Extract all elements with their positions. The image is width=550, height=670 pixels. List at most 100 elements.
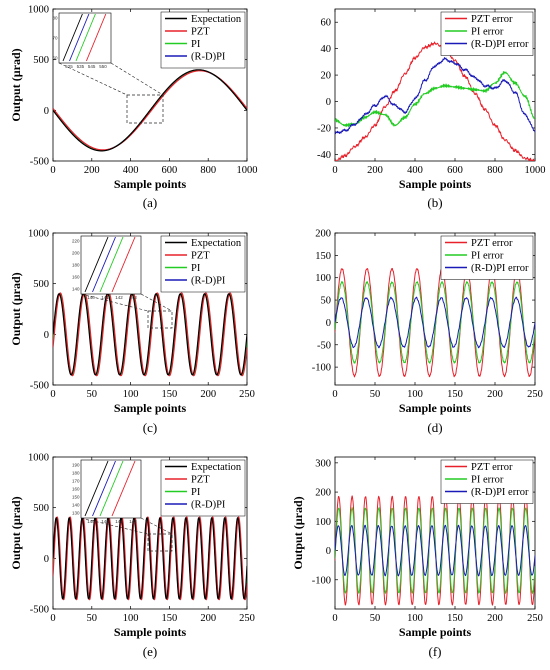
y-tick-label: 100 [315, 273, 331, 284]
x-tick-label: 150 [447, 389, 463, 400]
y-tick-label: 1000 [28, 229, 49, 240]
x-tick-label: 50 [370, 389, 381, 400]
series-group [335, 495, 535, 606]
series-line-pi-error [335, 71, 535, 128]
series-group [335, 41, 535, 161]
x-axis-label: Sample points [114, 401, 187, 415]
inset-y-tick: 220 [72, 239, 80, 244]
x-tick-label: 600 [447, 165, 463, 176]
x-axis-label: Sample points [114, 177, 187, 191]
zoom-connector [140, 517, 173, 535]
zoom-connector [58, 62, 128, 96]
inset-line [62, 13, 83, 62]
plot-frame [334, 456, 536, 610]
x-tick-label: 200 [487, 613, 503, 624]
panel-label: (d) [427, 420, 442, 435]
inset-x-tick: 142 [115, 519, 123, 524]
x-tick-label: 150 [162, 613, 178, 624]
legend-box [440, 459, 534, 504]
inset-y-tick: 150 [72, 495, 80, 500]
y-axis-label: Output (µrad) [291, 496, 305, 569]
y-tick-label: 500 [33, 279, 49, 290]
y-axis-label: Output (µrad) [9, 272, 23, 345]
y-tick-label: -500 [30, 605, 49, 616]
inset-line [111, 460, 136, 517]
inset-x-tick: 140 [87, 295, 95, 300]
legend-entry: (R-D)PI error [471, 487, 529, 498]
y-tick-label: -100 [312, 575, 331, 586]
y-tick-label: -40 [317, 150, 331, 161]
series-line-expectation [53, 69, 247, 152]
inset-x-tick: 141 [101, 519, 109, 524]
y-tick-label: 1000 [28, 453, 49, 464]
x-tick-label: 1000 [237, 165, 258, 176]
x-tick-label: 200 [367, 165, 383, 176]
y-tick-label: -100 [312, 363, 331, 374]
inset-y-tick: 160 [72, 487, 80, 492]
series-line--r-d-pi-error [335, 524, 535, 577]
x-tick-label: 800 [487, 165, 503, 176]
legend-entry: (R-D)PI [191, 500, 226, 511]
inset-x-tick: 143 [129, 519, 137, 524]
x-tick-label: 0 [332, 389, 337, 400]
inset-line [99, 236, 124, 293]
legend-entry: PI error [471, 475, 504, 486]
y-axis-label: Output (µrad) [9, 48, 23, 121]
legend-entry: (R-D)PI [191, 276, 226, 287]
x-tick-label: 0 [50, 165, 55, 176]
series-group [53, 292, 247, 377]
y-tick-label: 500 [33, 55, 49, 66]
x-tick-label: 400 [407, 165, 423, 176]
zoom-connector [140, 293, 173, 312]
panel-label: (e) [143, 644, 157, 659]
x-tick-label: 50 [370, 613, 381, 624]
y-tick-label: 0 [44, 330, 49, 341]
legend-entry: (R-D)PI [191, 52, 226, 63]
panel-label: (f) [429, 644, 442, 659]
inset-x-tick: 535 [77, 64, 85, 69]
y-tick-label: 150 [315, 251, 331, 262]
inset-y-tick: 70 [52, 36, 58, 41]
inset-line [85, 13, 107, 62]
legend: PZT error PI error(R-D)PI error [440, 235, 534, 280]
x-tick-label: 200 [84, 165, 100, 176]
x-tick-label: 0 [50, 613, 55, 624]
legend-entry: Expectation [191, 462, 242, 473]
zoom-connector [80, 517, 149, 535]
legend-box [160, 235, 246, 293]
legend-entry: PZT [191, 27, 210, 38]
x-tick-label: 250 [527, 389, 543, 400]
inset-y-tick: 160 [72, 275, 80, 280]
x-tick-label: 250 [527, 613, 543, 624]
inset-x-tick: 550 [99, 64, 107, 69]
legend-entry: PZT [191, 251, 210, 262]
panel-label: (c) [143, 420, 157, 435]
series-line-pi-error [335, 507, 535, 594]
series-group [53, 516, 247, 601]
plot-frame [52, 8, 248, 162]
inset-y-tick: 140 [72, 287, 80, 292]
x-tick-label: 0 [50, 389, 55, 400]
y-tick-label: 0 [326, 97, 331, 108]
inset-line [92, 460, 116, 517]
inset-line [84, 460, 109, 517]
panel-label: (a) [143, 195, 157, 210]
panel-label: (b) [427, 195, 442, 210]
inset-line [92, 236, 116, 293]
y-tick-label: 200 [315, 229, 331, 240]
x-tick-label: 0 [332, 613, 337, 624]
legend-box [440, 11, 534, 56]
legend-entry: PI error [471, 251, 504, 262]
inset-x-tick: 141 [101, 295, 109, 300]
x-tick-label: 150 [447, 613, 463, 624]
legend-entry: PZT error [471, 238, 513, 249]
series-line-pzt-error [335, 41, 535, 161]
y-tick-label: -50 [317, 340, 331, 351]
zoom-region [126, 94, 164, 124]
inset-x-tick: 140 [87, 519, 95, 524]
legend-entry: PZT error [471, 14, 513, 25]
plot-frame [334, 8, 536, 162]
legend-entry: Expectation [191, 14, 242, 25]
